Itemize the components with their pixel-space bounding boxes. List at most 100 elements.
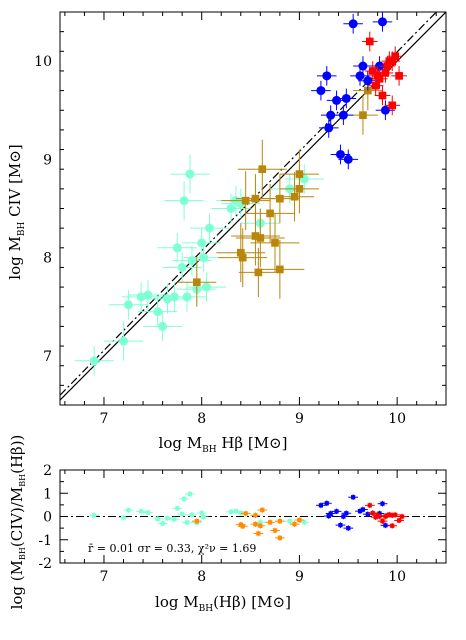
data-point bbox=[192, 278, 201, 287]
data-point bbox=[367, 503, 372, 508]
data-point bbox=[388, 57, 397, 65]
data-point bbox=[383, 523, 388, 528]
x-tick-label: 7 bbox=[100, 569, 109, 585]
data-point bbox=[276, 265, 284, 274]
data-point bbox=[177, 262, 187, 272]
data-point bbox=[316, 86, 326, 96]
data-point bbox=[158, 321, 168, 331]
data-point bbox=[260, 507, 265, 513]
data-point bbox=[344, 511, 349, 516]
data-point bbox=[287, 519, 292, 524]
data-point bbox=[187, 256, 197, 266]
data-point bbox=[328, 511, 333, 516]
data-point bbox=[378, 91, 387, 100]
data-point bbox=[343, 154, 353, 164]
x-tick-label: 8 bbox=[197, 569, 206, 585]
data-point bbox=[295, 185, 304, 193]
data-point bbox=[258, 523, 263, 528]
series-1 bbox=[177, 70, 383, 307]
series-1 bbox=[191, 507, 305, 541]
x-axis-title: log MBH(Hβ) [M⊙] bbox=[155, 593, 291, 614]
data-point bbox=[254, 268, 263, 277]
data-point bbox=[180, 512, 185, 517]
data-point bbox=[236, 248, 245, 257]
data-point bbox=[240, 524, 245, 529]
data-point bbox=[396, 518, 402, 523]
x-tick-label: 7 bbox=[100, 411, 109, 427]
data-point bbox=[92, 513, 97, 518]
x-tick-label: 10 bbox=[388, 411, 406, 427]
data-point bbox=[185, 169, 195, 179]
data-point bbox=[175, 506, 180, 511]
data-point bbox=[377, 514, 382, 519]
data-point bbox=[256, 531, 261, 536]
data-point bbox=[381, 69, 390, 77]
x-tick-label: 9 bbox=[295, 411, 304, 427]
data-point bbox=[377, 17, 387, 27]
y-tick-label: -2 bbox=[38, 556, 52, 572]
data-layer bbox=[60, 12, 446, 401]
data-point bbox=[351, 495, 356, 500]
y-tick-label: 9 bbox=[43, 152, 52, 168]
data-point bbox=[292, 522, 297, 527]
data-point bbox=[302, 520, 307, 525]
data-point bbox=[172, 517, 177, 522]
x-tick-label: 10 bbox=[388, 569, 406, 585]
data-point bbox=[380, 501, 385, 506]
data-point bbox=[380, 519, 385, 524]
data-point bbox=[241, 196, 250, 205]
data-point bbox=[205, 223, 215, 233]
data-point bbox=[276, 194, 284, 203]
data-point bbox=[160, 521, 165, 526]
x-tick-label: 8 bbox=[197, 411, 206, 427]
data-point bbox=[184, 520, 190, 525]
data-point bbox=[359, 111, 367, 119]
data-point bbox=[383, 62, 392, 70]
data-point bbox=[360, 507, 366, 512]
data-point bbox=[324, 501, 329, 506]
data-point bbox=[346, 526, 351, 531]
x-axis-title: log MBH Hβ [M⊙] bbox=[159, 434, 288, 455]
data-point bbox=[338, 110, 348, 120]
data-point bbox=[391, 52, 400, 61]
data-point bbox=[388, 101, 397, 110]
y-tick-label: 8 bbox=[43, 251, 52, 267]
data-point bbox=[272, 528, 278, 533]
series-3 bbox=[364, 502, 407, 529]
data-point bbox=[387, 512, 392, 517]
y-tick-label: 10 bbox=[34, 54, 52, 70]
data-point bbox=[155, 516, 160, 521]
data-point bbox=[179, 196, 189, 206]
data-point bbox=[375, 74, 384, 83]
data-point bbox=[197, 238, 207, 248]
data-point bbox=[322, 71, 332, 81]
data-point bbox=[253, 513, 258, 518]
data-point bbox=[326, 513, 331, 519]
y-tick-label: 1 bbox=[43, 486, 52, 502]
series-2 bbox=[316, 494, 391, 531]
data-point bbox=[368, 67, 377, 75]
y-tick-label: 7 bbox=[43, 349, 52, 365]
data-point bbox=[358, 61, 368, 71]
data-point bbox=[390, 523, 395, 528]
data-point bbox=[143, 290, 153, 300]
data-point bbox=[243, 511, 248, 516]
data-point bbox=[363, 86, 372, 95]
data-point bbox=[326, 110, 336, 120]
data-point bbox=[172, 243, 182, 253]
data-point bbox=[199, 253, 209, 263]
data-point bbox=[338, 522, 343, 528]
data-point bbox=[228, 509, 234, 514]
data-point bbox=[182, 292, 192, 302]
data-point bbox=[121, 515, 126, 520]
data-point bbox=[365, 512, 370, 517]
data-point bbox=[165, 516, 170, 521]
data-point bbox=[251, 194, 260, 203]
data-point bbox=[238, 253, 247, 262]
data-point bbox=[187, 491, 193, 497]
data-point bbox=[277, 535, 282, 541]
data-point bbox=[290, 192, 299, 201]
x-tick-label: 9 bbox=[295, 569, 304, 585]
data-point bbox=[194, 519, 199, 524]
y-tick-label: 0 bbox=[43, 510, 52, 526]
